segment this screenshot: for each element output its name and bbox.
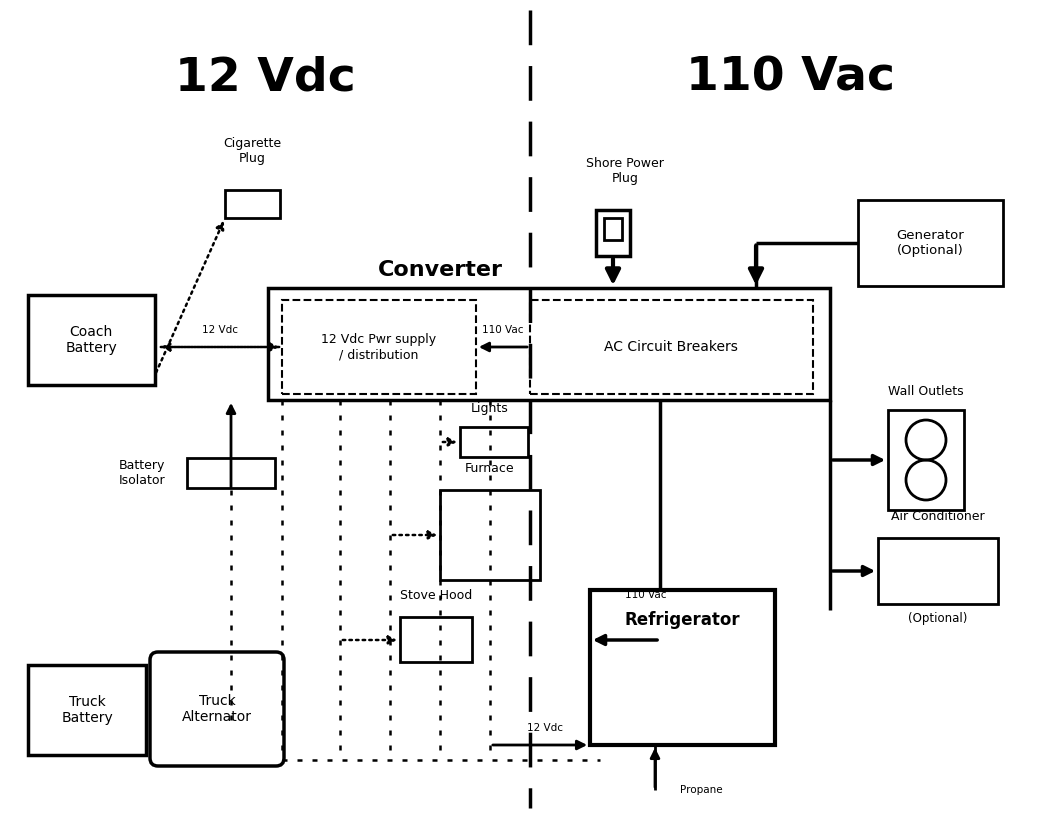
Text: 12 Vdc: 12 Vdc — [527, 723, 563, 733]
Text: AC Circuit Breakers: AC Circuit Breakers — [604, 340, 737, 354]
Text: Air Conditioner: Air Conditioner — [892, 510, 985, 523]
Bar — [596, 210, 630, 256]
Bar — [28, 665, 146, 755]
Bar — [267, 288, 830, 400]
Bar — [224, 190, 280, 218]
Bar — [187, 458, 275, 488]
Text: Cigarette
Plug: Cigarette Plug — [223, 137, 281, 165]
FancyBboxPatch shape — [150, 652, 284, 766]
Text: Propane: Propane — [680, 785, 723, 795]
Bar — [400, 617, 472, 662]
Text: 110 Vac: 110 Vac — [483, 325, 523, 335]
Text: Stove Hood: Stove Hood — [400, 589, 472, 602]
Bar — [440, 490, 540, 580]
Bar — [28, 295, 155, 385]
Text: Shore Power
Plug: Shore Power Plug — [586, 157, 664, 185]
Bar — [604, 218, 622, 240]
Bar — [530, 300, 813, 394]
Text: Furnace: Furnace — [465, 462, 515, 475]
Bar — [461, 427, 528, 457]
Text: Generator
(Optional): Generator (Optional) — [896, 229, 964, 257]
Text: Truck
Alternator: Truck Alternator — [181, 694, 252, 724]
Text: Coach
Battery: Coach Battery — [65, 325, 116, 355]
Bar — [282, 300, 476, 394]
Text: 12 Vdc: 12 Vdc — [202, 325, 238, 335]
Bar — [858, 200, 1003, 286]
Text: 12 Vdc Pwr supply
/ distribution: 12 Vdc Pwr supply / distribution — [321, 333, 436, 361]
Bar — [889, 410, 964, 510]
Bar — [878, 538, 998, 604]
Text: 12 Vdc: 12 Vdc — [174, 55, 356, 100]
Text: (Optional): (Optional) — [908, 612, 967, 625]
Text: Lights: Lights — [471, 402, 509, 415]
Text: 110 Vac: 110 Vac — [685, 55, 895, 100]
Text: Battery
Isolator: Battery Isolator — [119, 459, 165, 487]
Text: Wall Outlets: Wall Outlets — [889, 385, 964, 398]
Text: 110 Vac: 110 Vac — [625, 590, 666, 600]
Bar — [590, 590, 775, 745]
Text: Refrigerator: Refrigerator — [624, 611, 740, 629]
Text: Truck
Battery: Truck Battery — [61, 695, 113, 725]
Text: Converter: Converter — [378, 260, 502, 280]
